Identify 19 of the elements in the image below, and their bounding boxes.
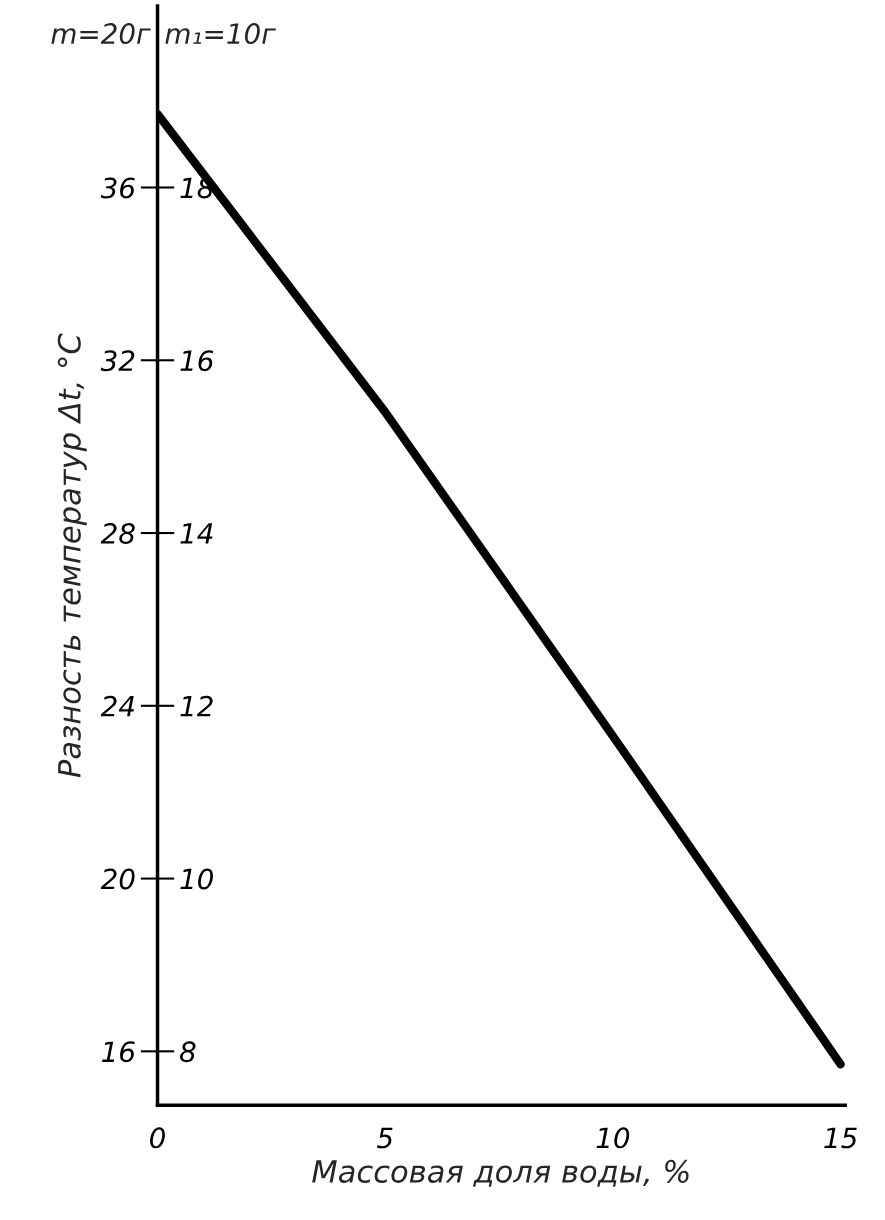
y2-tick-label: 16 xyxy=(180,350,214,372)
x-axis-title: Массовая доля воды, % xyxy=(312,1159,689,1187)
y-tick-label: 20 xyxy=(100,868,135,890)
x-tick-label: 0 xyxy=(150,1127,165,1149)
x-tick-label: 10 xyxy=(596,1127,630,1149)
x-tick-label: 15 xyxy=(824,1127,857,1149)
y2-tick-label: 14 xyxy=(180,523,213,544)
y2-tick-label: 10 xyxy=(180,868,214,890)
annotation: m₁=10г xyxy=(165,23,276,45)
y-tick-label: 16 xyxy=(102,1041,135,1063)
y-axis-title: Разность температур Δt, °C xyxy=(57,333,87,778)
text: m=20г xyxy=(51,23,151,45)
x-tick-label: 5 xyxy=(376,1127,393,1149)
y-tick-label: 36 xyxy=(100,177,135,199)
y2-tick-label: 8 xyxy=(179,1041,196,1063)
y2-tick-label: 12 xyxy=(180,695,213,717)
y-tick-label: 32 xyxy=(100,350,135,372)
y-tick-label: 28 xyxy=(100,522,135,544)
y-tick-label: 24 xyxy=(100,695,135,717)
